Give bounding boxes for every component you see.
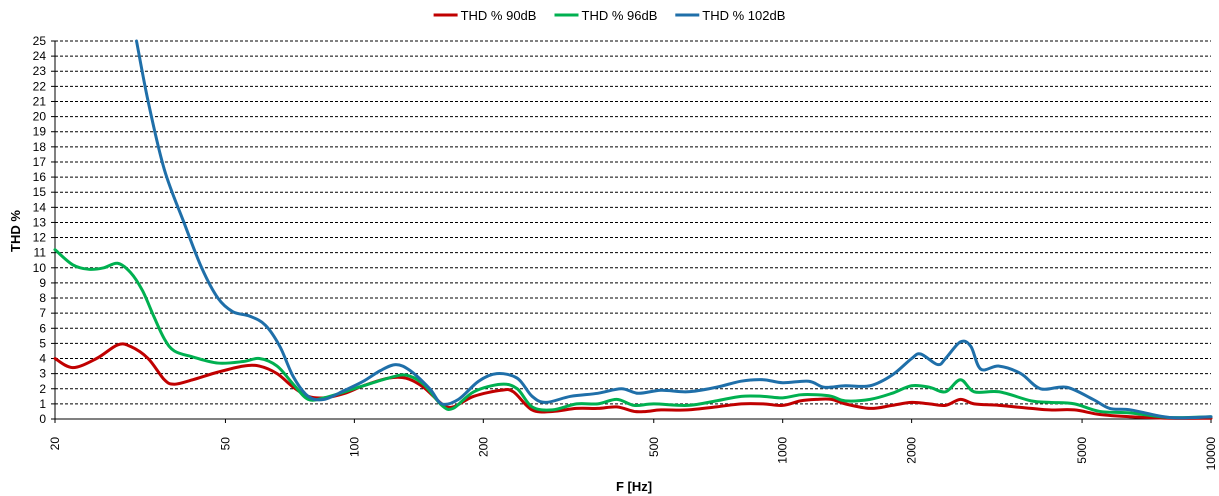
y-tick-label: 24 <box>33 49 47 63</box>
y-tick-label: 17 <box>33 155 47 169</box>
y-tick-label: 13 <box>33 215 47 229</box>
x-tick-label: 2000 <box>905 437 919 464</box>
legend: THD % 90dB THD % 96dB THD % 102dB <box>433 8 785 23</box>
y-tick-label: 21 <box>33 94 47 108</box>
x-tick-label: 200 <box>476 437 490 457</box>
x-tick-label: 10000 <box>1204 437 1218 471</box>
y-tick-label: 15 <box>33 185 47 199</box>
y-tick-label: 11 <box>34 246 47 260</box>
x-tick-label: 50 <box>218 437 232 451</box>
y-tick-label: 10 <box>33 261 47 275</box>
y-axis-ticks: 0123456789101112131415161718192021222324… <box>33 34 55 426</box>
y-tick-label: 6 <box>39 321 46 335</box>
y-tick-label: 22 <box>33 79 47 93</box>
x-tick-label: 1000 <box>776 437 790 464</box>
y-tick-label: 19 <box>33 125 47 139</box>
series-line-3 <box>135 39 1213 420</box>
y-tick-label: 25 <box>33 34 47 48</box>
y-tick-label: 18 <box>33 140 47 154</box>
y-tick-label: 12 <box>33 231 47 245</box>
y-tick-label: 2 <box>39 382 46 396</box>
y-tick-label: 14 <box>33 200 47 214</box>
y-tick-label: 3 <box>39 367 46 381</box>
y-tick-label: 8 <box>39 291 46 305</box>
legend-item: THD % 90dB <box>433 8 537 23</box>
y-tick-label: 5 <box>39 336 46 350</box>
legend-item: THD % 96dB <box>554 8 658 23</box>
y-tick-label: 23 <box>33 64 47 78</box>
x-axis-ticks: 20 50 100 200 500 1000 2000 5000 10000 <box>48 419 1218 470</box>
y-tick-label: 20 <box>33 110 47 124</box>
series-line-1 <box>53 342 1213 420</box>
series-line-2 <box>53 248 1213 420</box>
y-axis-title: THD % <box>8 210 23 252</box>
series-layer <box>53 39 1213 420</box>
x-tick-label: 500 <box>647 437 661 457</box>
y-tick-label: 1 <box>39 397 46 411</box>
x-axis-title: F [Hz] <box>616 479 652 494</box>
y-tick-label: 0 <box>39 412 46 426</box>
y-tick-label: 4 <box>39 352 46 366</box>
x-tick-label: 100 <box>347 437 361 457</box>
legend-label: THD % 96dB <box>582 8 658 23</box>
y-tick-label: 16 <box>33 170 47 184</box>
legend-label: THD % 90dB <box>461 8 537 23</box>
x-tick-label: 5000 <box>1075 437 1089 464</box>
y-tick-label: 9 <box>39 276 46 290</box>
x-tick-label: 20 <box>48 437 62 451</box>
grid <box>54 40 1211 420</box>
legend-item: THD % 102dB <box>675 8 785 23</box>
y-tick-label: 7 <box>39 306 46 320</box>
legend-label: THD % 102dB <box>702 8 785 23</box>
